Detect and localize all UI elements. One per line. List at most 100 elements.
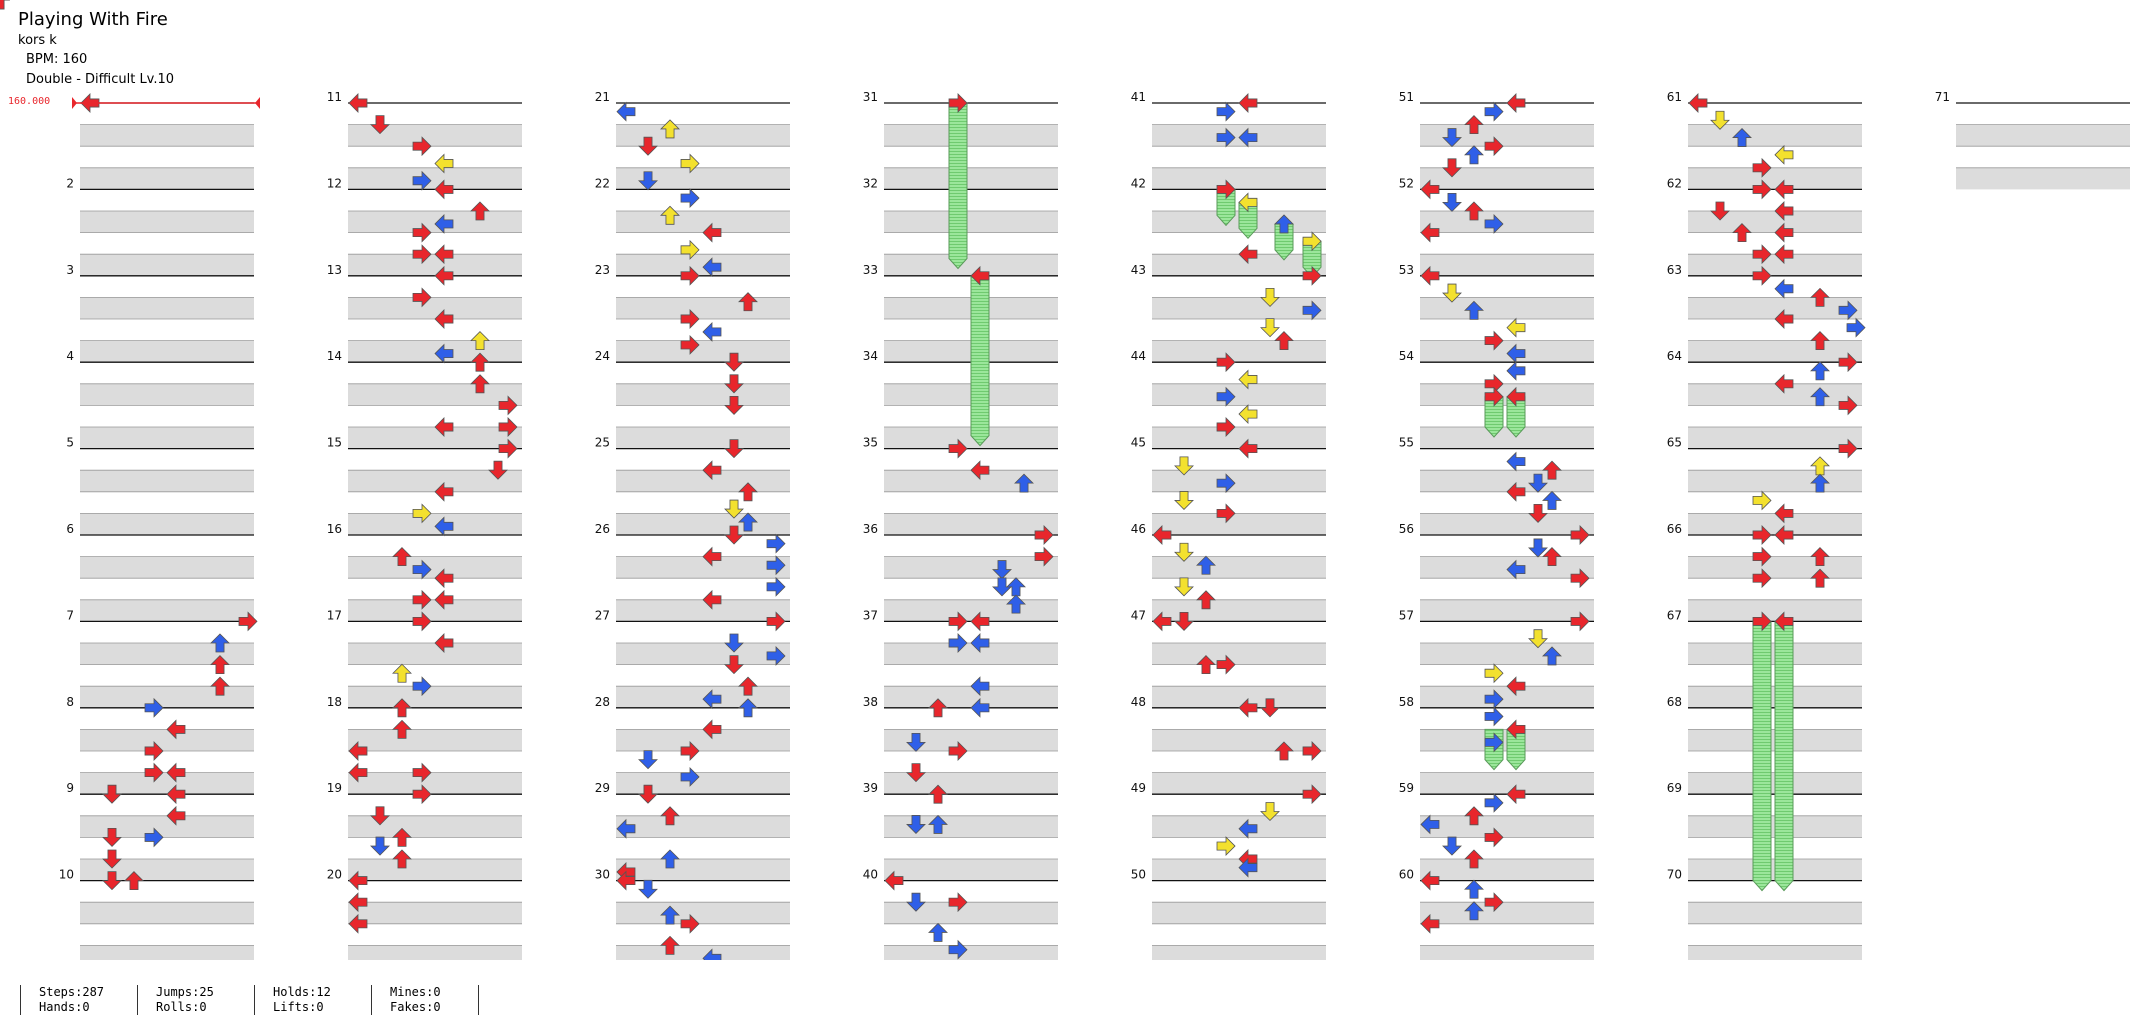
arrow-note [1464,849,1484,869]
arrow-note [392,698,412,718]
beat-band [348,772,522,795]
beat-band [616,340,790,363]
arrow-note [1464,879,1484,899]
measure-number: 59 [1399,781,1414,795]
arrow-note [144,762,164,783]
arrow-note [970,265,990,286]
arrow-note [210,633,230,653]
step-notes [0,0,1866,960]
arrow-note [1034,525,1054,545]
beat-band [80,383,254,406]
arrow-note [1710,110,1730,130]
arrow-note [1838,395,1858,416]
beat-band [884,556,1058,579]
arrow-note [1464,115,1484,134]
arrow-note [392,827,412,847]
arrow-note [1196,590,1216,610]
arrow-note [1484,101,1504,122]
step-chart: 2345678910111213141516171819202122232425… [0,0,2130,960]
measure-number: 21 [595,90,610,104]
arrow-note [392,849,412,869]
beat-band [616,124,790,147]
arrow-note [948,93,968,113]
measure-number: 63 [1667,263,1682,277]
measure-number: 64 [1667,349,1682,363]
measure-number: 2 [66,176,74,190]
arrow-note [1732,223,1752,243]
arrow-note [970,633,990,653]
beat-band [80,815,254,838]
stat-group-steps: Steps:287 Hands:0 [20,985,127,1015]
hold-body [1774,620,1794,892]
arrow-note [1238,244,1258,265]
arrow-note [470,331,490,351]
arrow-note [1752,525,1772,545]
measure-number: 40 [863,868,878,882]
arrow-note [1838,438,1858,459]
stat-jumps: Jumps:25 [156,985,214,999]
arrow-note [1752,157,1772,178]
arrow-note [1752,179,1772,200]
arrow-note [766,611,786,632]
beat-band [616,772,790,795]
beat-band [1688,902,1862,924]
arrow-note [1484,386,1504,407]
beat-band [1420,686,1594,708]
arrow-note [1752,490,1772,511]
beat-band [616,815,790,838]
beat-band [80,945,254,960]
arrow-note [948,633,968,653]
measure-number: 54 [1399,349,1414,363]
arrow-note [210,676,230,696]
beat-band [1420,383,1594,406]
arrow-note [928,922,948,942]
stat-group-holds: Holds:12 Lifts:0 [254,985,361,1015]
beat-band [884,945,1058,960]
beat-band [80,902,254,924]
arrow-note [1570,611,1590,632]
beat-band [1152,815,1326,838]
beat-band [348,556,522,579]
beat-band [1688,383,1862,406]
arrow-note [1238,438,1258,459]
arrow-note [702,948,722,960]
arrow-note [1484,330,1504,351]
measure-number: 49 [1131,781,1146,795]
arrow-note [1420,179,1440,200]
stat-lifts: Lifts:0 [273,1000,324,1014]
arrow-note [412,762,432,783]
arrow-note [1464,806,1484,826]
arrow-note [166,805,186,826]
song-header: Playing With Fire kors k BPM: 160 Double… [18,8,174,90]
arrow-note [392,719,412,739]
beat-band [1420,124,1594,147]
beat-band [348,643,522,665]
arrow-note [1442,836,1462,856]
arrow-note [1774,201,1794,221]
arrow-note [144,827,164,848]
measure-number: 69 [1667,781,1682,795]
beat-band [616,859,790,881]
arrow-note [1302,265,1322,286]
measure-number: 31 [863,90,878,104]
arrow-note [434,213,454,234]
measure-number: 67 [1667,608,1682,622]
arrow-note [1484,706,1504,727]
beat-band [1152,772,1326,795]
arrow-note [1810,568,1830,588]
beat-band [1152,599,1326,622]
stat-steps: Steps:287 [39,985,105,999]
beat-band [1688,945,1862,960]
beat-band [884,643,1058,665]
arrow-note [1260,287,1280,307]
arrow-note [124,871,144,890]
beat-band [1420,556,1594,579]
arrow-note [702,546,722,567]
beat-band [884,427,1058,449]
arrow-note [1442,283,1462,303]
arrow-note [1506,719,1526,740]
beat-band [1420,859,1594,881]
arrow-note [1260,318,1280,338]
arrow-note [948,741,968,761]
measure-number: 61 [1667,90,1682,104]
